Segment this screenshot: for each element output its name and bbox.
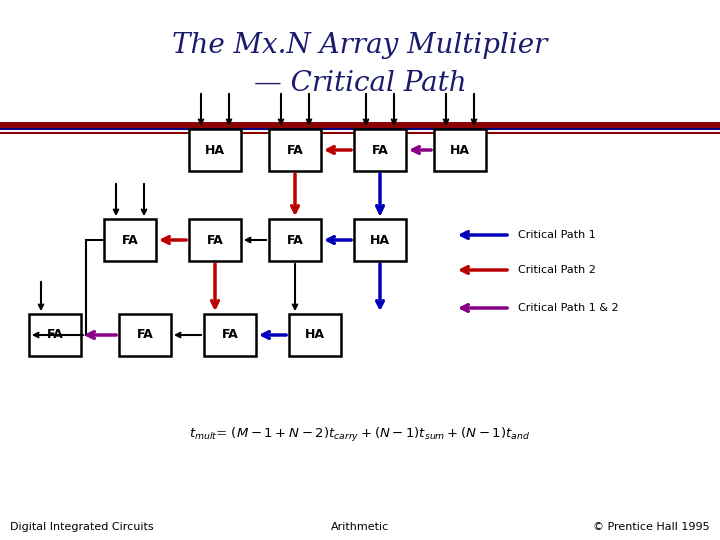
Text: HA: HA [370, 233, 390, 246]
Bar [29, 314, 81, 356]
Text: FA: FA [287, 233, 303, 246]
Text: Arithmetic: Arithmetic [331, 522, 389, 532]
Text: Critical Path 1: Critical Path 1 [518, 230, 595, 240]
Text: Critical Path 1 & 2: Critical Path 1 & 2 [518, 303, 618, 313]
Text: © Prentice Hall 1995: © Prentice Hall 1995 [593, 522, 710, 532]
Bar [189, 219, 241, 261]
Text: FA: FA [47, 328, 63, 341]
Text: Digital Integrated Circuits: Digital Integrated Circuits [10, 522, 153, 532]
Bar [434, 129, 486, 171]
Text: FA: FA [137, 328, 153, 341]
Bar [189, 129, 241, 171]
Bar [269, 219, 321, 261]
Text: — Critical Path: — Critical Path [253, 70, 467, 97]
Bar [104, 219, 156, 261]
Bar [269, 129, 321, 171]
Text: FA: FA [222, 328, 238, 341]
Text: FA: FA [287, 144, 303, 157]
Bar [354, 219, 406, 261]
Text: HA: HA [305, 328, 325, 341]
Text: Critical Path 2: Critical Path 2 [518, 265, 596, 275]
Text: FA: FA [207, 233, 223, 246]
Text: FA: FA [372, 144, 388, 157]
Bar [289, 314, 341, 356]
Text: HA: HA [205, 144, 225, 157]
Bar [119, 314, 171, 356]
Text: FA: FA [122, 233, 138, 246]
Text: HA: HA [450, 144, 470, 157]
Text: The Mx.N Array Multiplier: The Mx.N Array Multiplier [172, 32, 548, 59]
Bar [354, 129, 406, 171]
Text: $t_{mult}$= $(M-1+N-2)t_{carry}+(N-1)t_{sum}+(N-1)t_{and}$: $t_{mult}$= $(M-1+N-2)t_{carry}+(N-1)t_{… [189, 426, 531, 444]
Bar [204, 314, 256, 356]
